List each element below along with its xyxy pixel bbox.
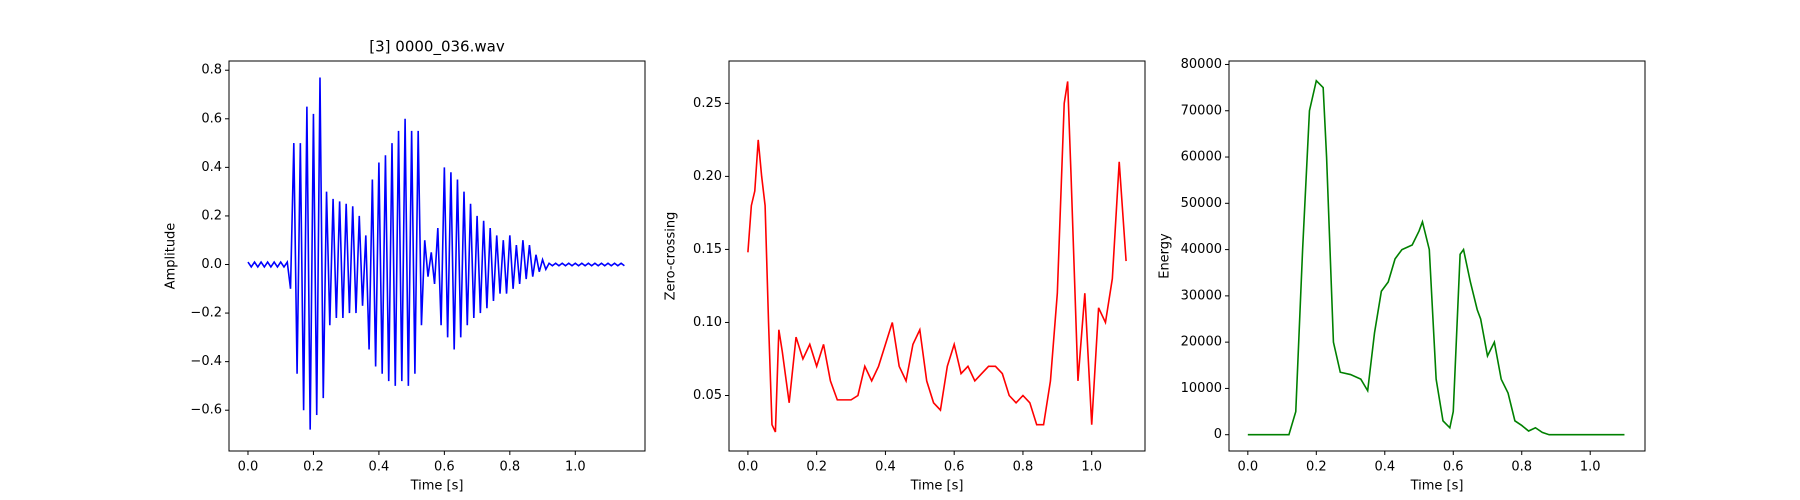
- y-tick-label: 80000: [1181, 57, 1222, 72]
- x-tick-label: 0.2: [806, 460, 827, 475]
- x-tick-label: 0.6: [944, 460, 965, 475]
- x-tick-label: 0.8: [1013, 460, 1034, 475]
- x-tick-label: 0.8: [499, 460, 520, 475]
- axes-frame: [1228, 60, 1646, 452]
- y-tick-label: 0.20: [693, 169, 722, 184]
- y-tick-label: 0.6: [201, 111, 222, 126]
- x-tick-label: 1.0: [1580, 460, 1601, 475]
- x-tick-label: 0.0: [738, 460, 759, 475]
- y-tick-label: 0.10: [693, 315, 722, 330]
- y-tick-label: 0.8: [201, 63, 222, 78]
- y-axis-label: Amplitude: [164, 223, 179, 290]
- y-tick-label: 0.0: [201, 257, 222, 272]
- x-tick-label: 0.6: [1443, 460, 1464, 475]
- x-axis-label: Time [s]: [1410, 479, 1464, 494]
- x-tick-label: 0.4: [1374, 460, 1395, 475]
- y-axis-label: Zero-crossing: [664, 212, 679, 301]
- y-tick-label: 70000: [1181, 103, 1222, 118]
- x-tick-label: 0.0: [238, 460, 259, 475]
- y-tick-label: 0.15: [693, 242, 722, 257]
- x-tick-label: 0.2: [303, 460, 324, 475]
- x-axis-label: Time [s]: [410, 479, 464, 494]
- chart-title: [3] 0000_036.wav: [369, 38, 505, 57]
- y-tick-label: 60000: [1181, 150, 1222, 165]
- data-line: [747, 81, 1127, 433]
- y-tick-label: −0.2: [190, 306, 222, 321]
- axes-frame: [228, 60, 646, 452]
- y-tick-label: −0.4: [190, 354, 222, 369]
- x-tick-label: 1.0: [565, 460, 586, 475]
- x-tick-label: 0.0: [1237, 460, 1258, 475]
- y-tick-label: 0.25: [693, 96, 722, 111]
- data-line: [247, 77, 625, 430]
- x-tick-label: 1.0: [1081, 460, 1102, 475]
- x-tick-label: 0.4: [369, 460, 390, 475]
- y-tick-label: 0.05: [693, 388, 722, 403]
- y-tick-label: 0: [1214, 427, 1222, 442]
- y-tick-label: 40000: [1181, 242, 1222, 257]
- x-tick-label: 0.2: [1306, 460, 1327, 475]
- y-tick-label: 30000: [1181, 288, 1222, 303]
- y-tick-label: 0.2: [201, 208, 222, 223]
- y-tick-label: 10000: [1181, 381, 1222, 396]
- y-tick-label: 0.4: [201, 160, 222, 175]
- x-axis-label: Time [s]: [910, 479, 964, 494]
- y-tick-label: 50000: [1181, 196, 1222, 211]
- axes-frame: [728, 60, 1146, 452]
- y-axis-label: Energy: [1158, 233, 1173, 279]
- data-line: [1247, 79, 1625, 436]
- x-tick-label: 0.4: [875, 460, 896, 475]
- y-tick-label: 20000: [1181, 335, 1222, 350]
- x-tick-label: 0.8: [1511, 460, 1532, 475]
- y-tick-label: −0.6: [190, 403, 222, 418]
- x-tick-label: 0.6: [434, 460, 455, 475]
